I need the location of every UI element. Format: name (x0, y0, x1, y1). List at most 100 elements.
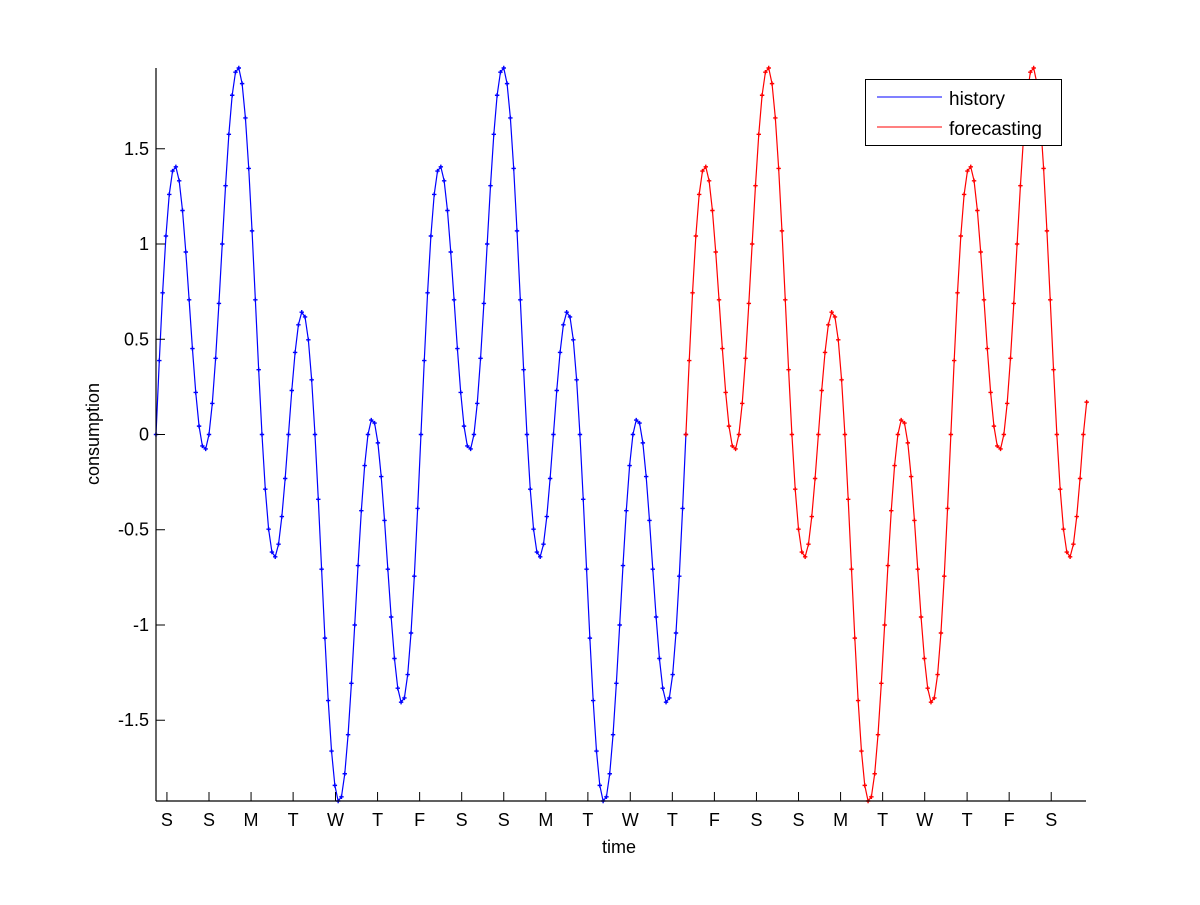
data-point-marker (349, 681, 354, 686)
data-point-marker (362, 463, 367, 468)
data-point-marker (647, 518, 652, 523)
data-point-marker (167, 192, 172, 197)
data-point-marker (428, 233, 434, 239)
series-layer (153, 65, 1089, 804)
data-point-marker (382, 518, 387, 523)
data-point-marker (415, 506, 420, 511)
data-point-marker (604, 794, 609, 800)
data-point-marker (286, 432, 291, 437)
data-point-marker (206, 432, 212, 437)
data-point-marker (740, 401, 745, 406)
data-point-marker (749, 241, 755, 247)
data-point-marker (763, 69, 768, 75)
data-point-marker (918, 614, 924, 620)
data-point-marker (634, 417, 639, 423)
data-point-marker (961, 192, 967, 197)
data-point-marker (726, 423, 732, 429)
data-point-marker (839, 377, 844, 383)
data-point-marker (461, 423, 467, 429)
data-point-marker (852, 635, 858, 641)
data-point-marker (1077, 476, 1083, 481)
data-point-marker (882, 622, 887, 628)
data-point-marker (342, 771, 347, 776)
data-point-marker (908, 474, 914, 479)
data-point-marker (713, 249, 718, 255)
data-point-marker (653, 614, 659, 620)
x-tick-label: T (667, 810, 678, 830)
data-point-marker (812, 476, 818, 481)
y-tick-label: 0.5 (124, 329, 149, 349)
data-point-marker (339, 794, 344, 800)
x-tick-label: S (750, 810, 762, 830)
data-point-marker (640, 440, 646, 446)
data-point-marker (518, 297, 523, 303)
data-point-marker (448, 249, 453, 255)
x-tick-label: T (877, 810, 888, 830)
data-point-marker (627, 463, 632, 468)
x-tick-label: S (161, 810, 173, 830)
data-point-marker (246, 166, 251, 171)
data-point-marker (296, 322, 301, 327)
data-point-marker (345, 732, 351, 737)
data-point-marker (690, 290, 695, 295)
data-point-marker (438, 164, 444, 170)
y-tick-label: 0 (139, 425, 149, 445)
data-point-marker (554, 388, 559, 393)
data-point-marker (826, 322, 831, 327)
data-point-marker (1011, 301, 1016, 306)
data-point-marker (282, 476, 288, 481)
data-point-marker (948, 432, 954, 437)
data-point-marker (485, 241, 490, 247)
data-point-marker (183, 249, 189, 255)
data-point-marker (574, 377, 579, 383)
x-tick-label: M (538, 810, 553, 830)
data-point-marker (597, 783, 602, 788)
data-point-marker (418, 432, 424, 437)
data-point-marker (544, 514, 550, 519)
data-point-marker (1041, 166, 1046, 171)
data-point-marker (1004, 401, 1010, 406)
y-tick-label: 1.5 (124, 139, 149, 159)
data-point-marker (789, 432, 795, 437)
data-point-marker (773, 115, 778, 121)
data-point-marker (1008, 356, 1013, 361)
data-point-marker (445, 208, 450, 213)
data-point-marker (577, 432, 583, 437)
data-point-marker (170, 168, 175, 174)
data-point-marker (412, 574, 417, 579)
data-point-marker (1074, 514, 1079, 519)
data-point-marker (1048, 297, 1053, 303)
data-point-marker (928, 699, 934, 705)
data-point-marker (723, 390, 728, 395)
data-point-marker (1081, 432, 1086, 437)
data-point-marker (279, 514, 285, 519)
data-point-marker (249, 228, 255, 234)
data-point-marker (514, 228, 520, 234)
data-point-marker (475, 401, 480, 406)
data-point-marker (696, 192, 702, 197)
legend-box (865, 79, 1062, 146)
data-point-marker (408, 630, 414, 636)
data-point-marker (862, 783, 867, 788)
data-point-marker (922, 656, 927, 661)
data-point-marker (683, 432, 689, 437)
data-point-marker (905, 440, 911, 446)
y-tick-label: -1.5 (118, 710, 149, 730)
data-point-marker (289, 388, 294, 393)
data-point-marker (816, 432, 821, 437)
data-point-marker (557, 350, 563, 355)
data-point-marker (355, 563, 361, 568)
data-point-marker (955, 290, 960, 295)
data-point-marker (180, 208, 185, 213)
data-point-marker (849, 566, 854, 572)
data-point-marker (786, 367, 791, 372)
data-point-marker (547, 476, 553, 481)
data-point-marker (687, 358, 692, 363)
x-tick-label: S (203, 810, 215, 830)
data-point-marker (875, 732, 881, 737)
data-point-marker (995, 443, 1000, 449)
x-tick-label: W (327, 810, 344, 830)
data-point-marker (567, 314, 573, 320)
data-point-marker (836, 337, 841, 343)
